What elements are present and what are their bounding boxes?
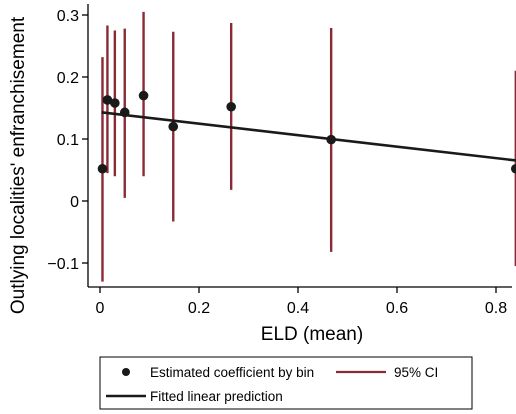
legend-point-marker: [122, 368, 130, 376]
plot-area: [97, 11, 516, 282]
data-point: [102, 95, 113, 105]
legend: Estimated coefficient by bin 95% CI Fitt…: [99, 356, 473, 410]
y-axis-title: Outlying localities' enfranchisement: [8, 16, 29, 314]
x-axis-title: ELD (mean): [261, 324, 363, 345]
data-point: [226, 101, 236, 112]
fitted-line: [101, 111, 516, 162]
y-tick-label: −0.1: [47, 256, 79, 273]
x-tick-label: 0: [96, 300, 105, 317]
y-tick-label: 0.3: [57, 8, 79, 25]
data-point: [326, 134, 336, 145]
legend-label-fitted-line: Fitted linear prediction: [150, 389, 283, 404]
x-tick-label: 0.6: [386, 300, 408, 317]
x-tick-label: 0.4: [287, 300, 309, 317]
y-tick-label: 0: [70, 194, 79, 211]
data-point: [511, 163, 516, 174]
data-point: [110, 98, 120, 108]
x-tick-label: 0.2: [188, 300, 210, 317]
data-point: [97, 163, 108, 174]
data-point: [138, 90, 149, 101]
legend-label-ci: 95% CI: [394, 365, 438, 380]
x-tick-label: 0.8: [485, 300, 507, 317]
y-tick-label: 0.1: [57, 132, 79, 149]
y-tick-label: 0.2: [57, 70, 79, 87]
legend-box: [99, 356, 473, 410]
legend-label-estimated-coefficient: Estimated coefficient by bin: [150, 365, 314, 380]
data-point: [168, 121, 179, 132]
axes: −0.1 0 0.1 0.2 0.3 0 0.2 0.4 0.6 0.8: [47, 4, 512, 317]
data-point: [119, 107, 130, 118]
